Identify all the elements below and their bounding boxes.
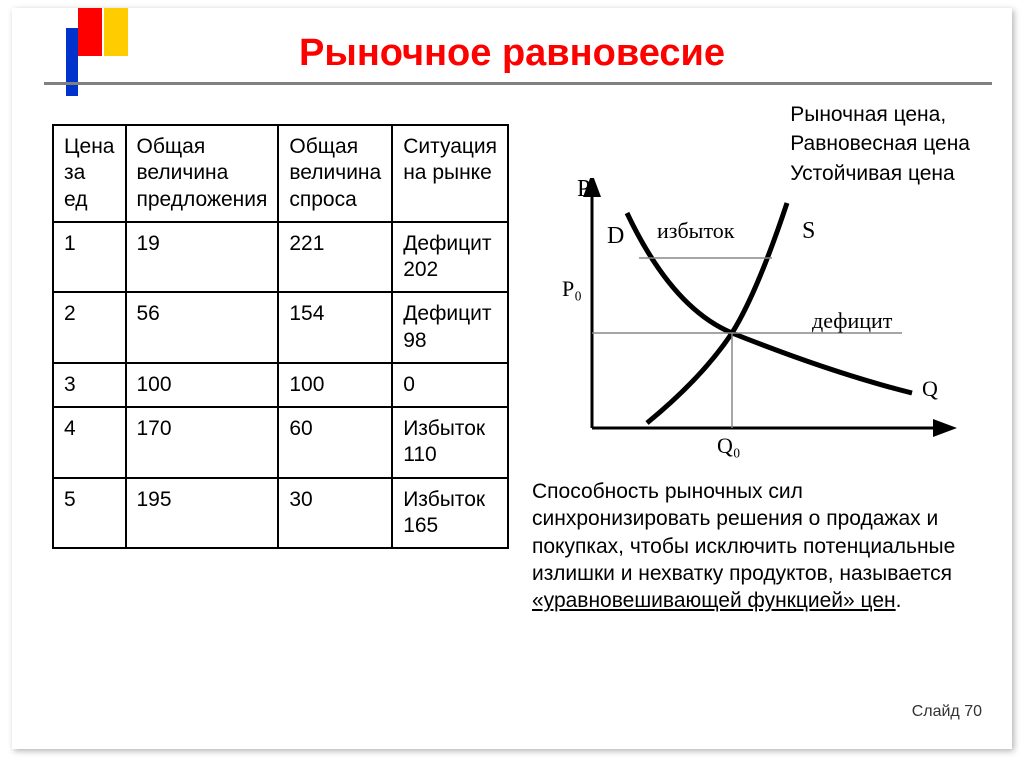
supply-demand-chart: P P₀ D S избыток дефицит Q Q₀ [532,178,982,468]
cell: 3 [53,363,126,407]
table-row: 5 195 30 Избыток 165 [53,478,508,549]
data-table: Цена за ед Общая величина предложения Об… [52,124,492,549]
def-post: . [896,589,902,612]
col-h3: Ситуация на рынке [392,125,508,222]
slide-bg: Рыночное равновесие Рыночная цена, Равно… [12,8,1012,749]
cell: 4 [53,407,126,478]
cell: 19 [126,222,279,293]
slide-number: Слайд 70 [912,703,982,721]
cell: 1 [53,222,126,293]
cell: 30 [278,478,392,549]
cell: 60 [278,407,392,478]
q0-label: Q₀ [717,433,741,458]
cell: 100 [126,363,279,407]
table-row: 1 19 221 Дефицит 202 [53,222,508,293]
cell: Дефицит 202 [392,222,508,293]
p0-label: P₀ [562,276,582,301]
def-underlined: «уравновешивающей функцией» цен [532,589,896,612]
q-label: Q [922,376,938,401]
side-line1: Рыночная цена, [790,100,970,129]
cell: 5 [53,478,126,549]
side-text: Рыночная цена, Равновесная цена Устойчив… [790,100,970,188]
cell: Дефицит 98 [392,292,508,363]
surplus-label: избыток [657,218,735,243]
cell: 170 [126,407,279,478]
cell: 2 [53,292,126,363]
cell: 154 [278,292,392,363]
table-row: 4 170 60 Избыток 110 [53,407,508,478]
col-h0: Цена за ед [53,125,126,222]
definition-text: Способность рыночных сил синхронизироват… [532,478,982,614]
cell: 0 [392,363,508,407]
axis-p-label: P [577,178,590,202]
cell: Избыток 165 [392,478,508,549]
table-row: 3 100 100 0 [53,363,508,407]
table-row: 2 56 154 Дефицит 98 [53,292,508,363]
cell: 100 [278,363,392,407]
deco-hline [44,82,992,85]
cell: 221 [278,222,392,293]
cell: 56 [126,292,279,363]
page-title: Рыночное равновесие [12,32,1012,75]
def-pre: Способность рыночных сил синхронизироват… [532,480,955,585]
table-header: Цена за ед Общая величина предложения Об… [53,125,508,222]
s-label: S [802,218,815,244]
deficit-label: дефицит [812,308,893,333]
d-label: D [607,223,624,249]
col-h2: Общая величина спроса [278,125,392,222]
cell: 195 [126,478,279,549]
cell: Избыток 110 [392,407,508,478]
col-h1: Общая величина предложения [126,125,279,222]
side-line2: Равновесная цена [790,129,970,158]
